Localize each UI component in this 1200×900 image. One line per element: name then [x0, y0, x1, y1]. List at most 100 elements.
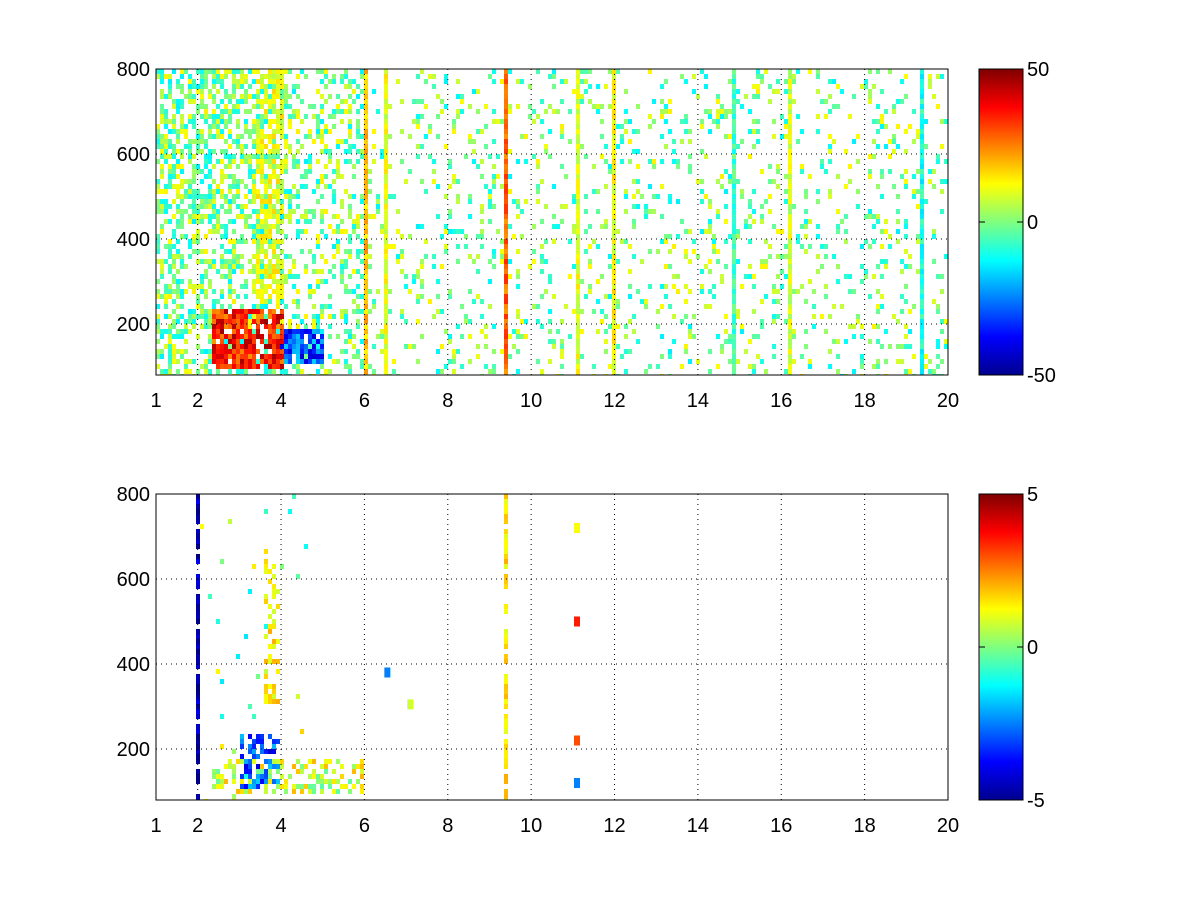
heatmap-cell	[272, 744, 276, 749]
heatmap-cell	[660, 114, 664, 119]
heatmap-cell	[332, 74, 336, 79]
heatmap-cell	[472, 299, 476, 304]
heatmap-cell	[188, 319, 192, 324]
heatmap-cell	[328, 94, 332, 99]
heatmap-cell	[280, 134, 284, 139]
heatmap-cell	[312, 359, 316, 364]
heatmap-cell	[188, 204, 192, 209]
heatmap-cell	[364, 344, 368, 349]
heatmap-cell	[256, 194, 260, 199]
heatmap-cell	[340, 109, 344, 114]
heatmap-cell	[252, 779, 256, 784]
heatmap-cell	[192, 154, 196, 159]
heatmap-cell	[320, 774, 324, 779]
heatmap-cell	[196, 634, 200, 639]
heatmap-cell	[224, 319, 228, 324]
heatmap-cell	[252, 334, 256, 339]
heatmap-cell	[156, 339, 160, 344]
heatmap-cell	[224, 194, 228, 199]
heatmap-cell	[356, 324, 360, 329]
heatmap-cell	[188, 309, 192, 314]
heatmap-cell	[160, 144, 164, 149]
heatmap-cell	[324, 129, 328, 134]
heatmap-cell	[236, 79, 240, 84]
heatmap-cell	[324, 164, 328, 169]
heatmap-cell	[316, 184, 320, 189]
heatmap-cell	[444, 79, 448, 84]
heatmap-cell	[384, 284, 388, 289]
heatmap-cell	[364, 274, 368, 279]
heatmap-cell	[196, 539, 200, 544]
heatmap-cell	[576, 259, 580, 264]
heatmap-cell	[556, 329, 560, 334]
heatmap-cell	[596, 209, 600, 214]
heatmap-cell	[248, 199, 252, 204]
heatmap-cell	[468, 359, 472, 364]
heatmap-cell	[788, 84, 792, 89]
heatmap-cell	[208, 94, 212, 99]
heatmap-cell	[208, 314, 212, 319]
heatmap-cell	[228, 239, 232, 244]
heatmap-cell	[596, 299, 600, 304]
heatmap-cell	[236, 204, 240, 209]
heatmap-cell	[448, 359, 452, 364]
heatmap-cell	[372, 304, 376, 309]
heatmap-cell	[260, 289, 264, 294]
heatmap-cell	[664, 79, 668, 84]
heatmap-cell	[664, 264, 668, 269]
heatmap-cell	[240, 734, 244, 739]
heatmap-cell	[256, 249, 260, 254]
heatmap-cell	[192, 204, 196, 209]
heatmap-cell	[348, 209, 352, 214]
heatmap-cell	[320, 359, 324, 364]
heatmap-cell	[248, 734, 252, 739]
heatmap-cell	[252, 124, 256, 129]
heatmap-cell	[580, 309, 584, 314]
x-tick-label: 18	[854, 390, 876, 412]
heatmap-cell	[920, 349, 924, 354]
heatmap-cell	[752, 189, 756, 194]
heatmap-cell	[256, 294, 260, 299]
heatmap-cell	[688, 139, 692, 144]
heatmap-cell	[664, 119, 668, 124]
heatmap-cell	[888, 234, 892, 239]
heatmap-cell	[460, 304, 464, 309]
heatmap-cell	[312, 344, 316, 349]
heatmap-cell	[576, 219, 580, 224]
heatmap-cell	[188, 314, 192, 319]
heatmap-cell	[748, 239, 752, 244]
heatmap-cell	[468, 319, 472, 324]
heatmap-cell	[544, 149, 548, 154]
heatmap-cell	[212, 189, 216, 194]
heatmap-cell	[176, 239, 180, 244]
heatmap-cell	[588, 259, 592, 264]
heatmap-cell	[240, 234, 244, 239]
heatmap-cell	[256, 189, 260, 194]
heatmap-cell	[464, 234, 468, 239]
heatmap-cell	[244, 324, 248, 329]
heatmap-cell	[264, 559, 268, 564]
heatmap-cell	[220, 74, 224, 79]
heatmap-cell	[620, 139, 624, 144]
heatmap-cell	[272, 169, 276, 174]
heatmap-cell	[416, 99, 420, 104]
heatmap-cell	[360, 759, 364, 764]
heatmap-cell	[228, 279, 232, 284]
heatmap-cell	[420, 99, 424, 104]
heatmap-cell	[268, 224, 272, 229]
heatmap-cell	[480, 129, 484, 134]
heatmap-cell	[932, 184, 936, 189]
heatmap-cell	[928, 369, 932, 374]
heatmap-cell	[328, 154, 332, 159]
heatmap-cell	[344, 99, 348, 104]
heatmap-cell	[240, 739, 244, 744]
heatmap-cell	[316, 339, 320, 344]
heatmap-cell	[352, 769, 356, 774]
heatmap-cell	[380, 149, 384, 154]
heatmap-cell	[652, 119, 656, 124]
heatmap-cell	[232, 779, 236, 784]
heatmap-cell	[388, 164, 392, 169]
heatmap-cell	[272, 109, 276, 114]
heatmap-cell	[204, 349, 208, 354]
